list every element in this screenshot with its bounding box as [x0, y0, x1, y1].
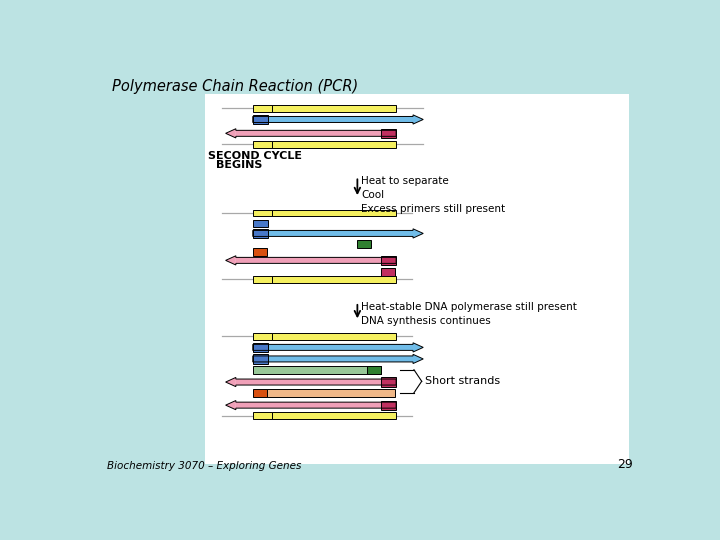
Bar: [381, 377, 396, 387]
Bar: [253, 210, 272, 217]
Bar: [272, 105, 396, 112]
Bar: [253, 356, 413, 362]
Bar: [253, 276, 272, 283]
Bar: [253, 141, 272, 148]
Bar: [253, 389, 266, 397]
Polygon shape: [225, 256, 236, 265]
Polygon shape: [413, 229, 423, 238]
Bar: [272, 412, 396, 419]
Bar: [272, 141, 396, 148]
Text: BEGINS: BEGINS: [216, 160, 263, 170]
Bar: [266, 389, 395, 397]
Bar: [236, 402, 396, 408]
Bar: [253, 412, 272, 419]
Bar: [253, 115, 269, 124]
Bar: [204, 94, 629, 464]
Bar: [366, 366, 381, 374]
Bar: [253, 117, 413, 123]
Bar: [381, 268, 395, 276]
Bar: [253, 345, 413, 350]
Polygon shape: [225, 377, 236, 387]
Text: 29: 29: [617, 458, 632, 471]
Bar: [253, 105, 272, 112]
Polygon shape: [225, 401, 236, 410]
Bar: [236, 130, 396, 136]
Bar: [381, 129, 396, 138]
Bar: [236, 258, 396, 264]
Text: Heat-stable DNA polymerase still present
DNA synthesis continues: Heat-stable DNA polymerase still present…: [361, 302, 577, 326]
Polygon shape: [225, 129, 236, 138]
Bar: [253, 343, 269, 352]
Polygon shape: [413, 343, 423, 352]
Bar: [272, 333, 396, 340]
Bar: [236, 379, 396, 385]
Bar: [253, 229, 269, 238]
Bar: [357, 240, 372, 248]
Text: Short strands: Short strands: [425, 376, 500, 386]
Bar: [253, 248, 266, 256]
Bar: [381, 256, 396, 265]
Bar: [253, 366, 381, 374]
Bar: [272, 276, 396, 283]
Bar: [253, 220, 269, 227]
Text: Heat to separate
Cool
Excess primers still present: Heat to separate Cool Excess primers sti…: [361, 177, 505, 214]
Bar: [272, 210, 396, 217]
Text: SECOND CYCLE: SECOND CYCLE: [208, 151, 302, 161]
Bar: [253, 231, 413, 237]
Polygon shape: [413, 354, 423, 363]
Bar: [253, 333, 272, 340]
Bar: [381, 401, 396, 410]
Bar: [253, 354, 269, 363]
Text: Polymerase Chain Reaction (PCR): Polymerase Chain Reaction (PCR): [112, 79, 358, 93]
Polygon shape: [413, 115, 423, 124]
Text: Biochemistry 3070 – Exploring Genes: Biochemistry 3070 – Exploring Genes: [107, 461, 302, 471]
